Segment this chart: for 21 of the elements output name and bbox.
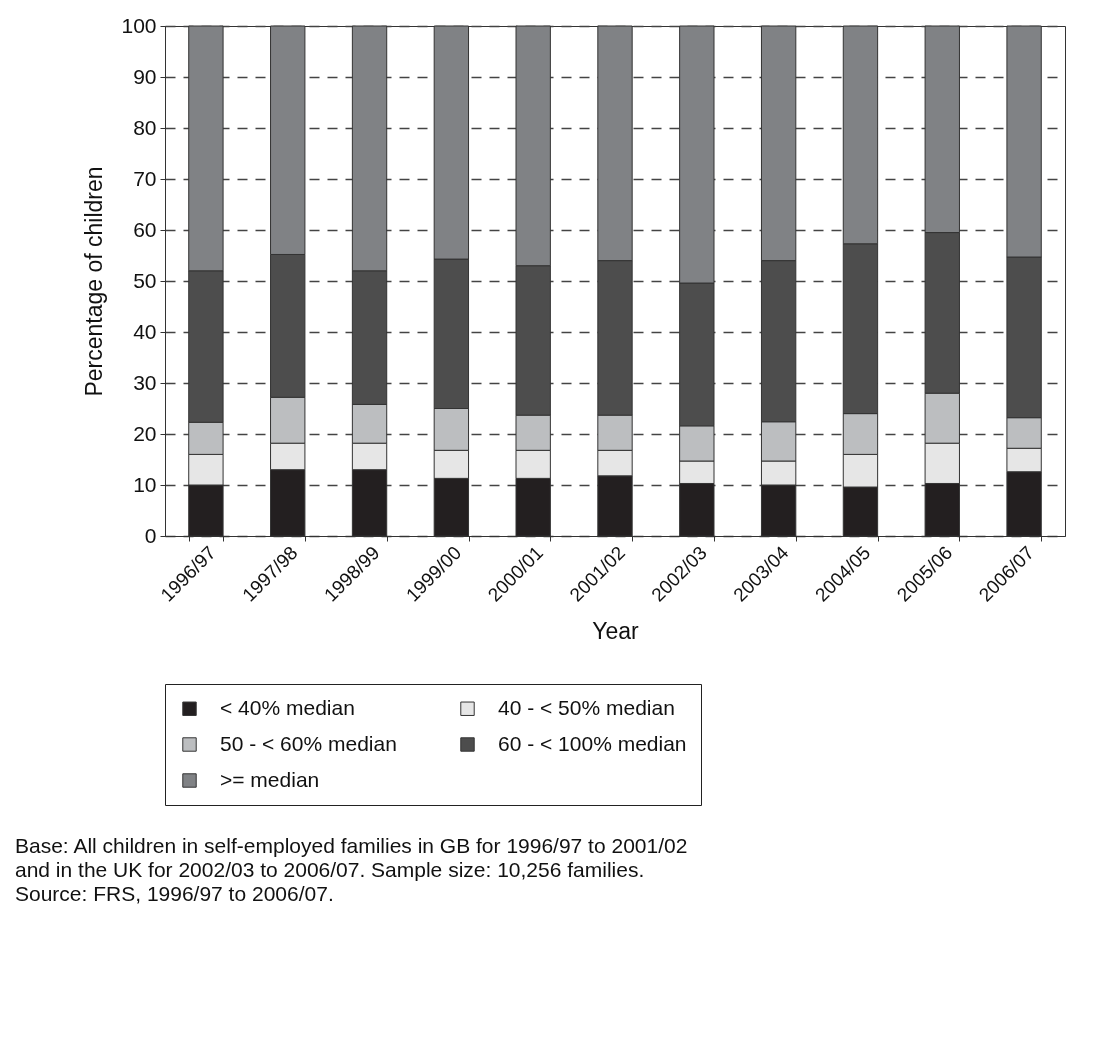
legend-label: 40 - < 50% median bbox=[498, 695, 675, 719]
y-tick-label: 60 bbox=[133, 217, 157, 241]
x-axis-title: Year bbox=[592, 618, 640, 645]
y-tick-label: 90 bbox=[133, 64, 157, 88]
y-tick-label: 30 bbox=[133, 370, 157, 394]
text: and in the UK for 2002/03 to 2006/07. Sample size: 10,256 families. bbox=[15, 857, 645, 881]
legend-label: 60 - < 100% median bbox=[498, 731, 687, 755]
legend-label: 50 - < 60% median bbox=[220, 731, 397, 755]
legend-label: < 40% median bbox=[220, 695, 355, 719]
legend-label: >= median bbox=[220, 767, 320, 791]
y-tick-label: 0 bbox=[144, 523, 157, 547]
source-note: Source: FRS, 1996/97 to 2006/07. bbox=[15, 881, 334, 905]
y-tick-label: 70 bbox=[133, 166, 157, 190]
text: Base: All children in self-employed families in GB for 1996/97 to 2001/02 bbox=[15, 833, 688, 857]
y-tick-label: 80 bbox=[133, 115, 157, 139]
y-tick-label: 40 bbox=[133, 319, 157, 343]
y-axis-title: Percentage of children bbox=[81, 166, 108, 397]
y-tick-label: 10 bbox=[133, 472, 157, 496]
y-tick-label: 50 bbox=[133, 268, 157, 292]
y-tick-label: 20 bbox=[133, 421, 157, 445]
y-tick-label: 100 bbox=[121, 13, 157, 37]
